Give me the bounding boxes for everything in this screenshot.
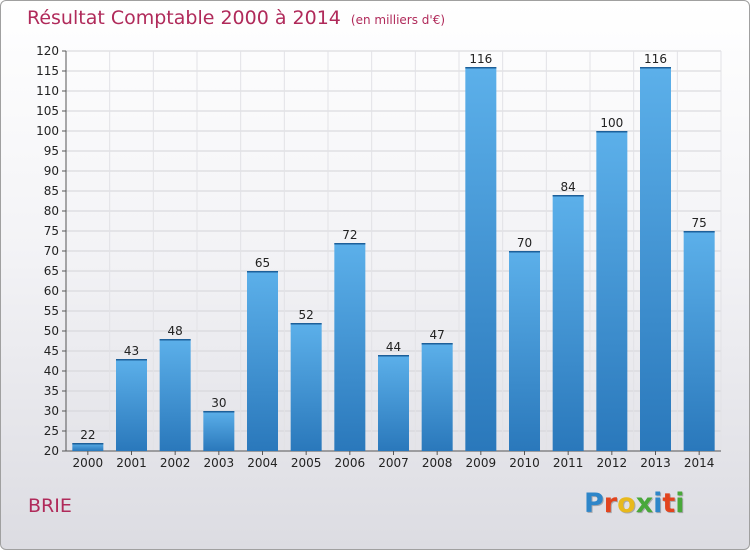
logo-letter: t: [662, 488, 676, 519]
y-tick-label: 30: [44, 404, 59, 418]
data-label: 72: [342, 228, 357, 242]
bar-top-edge: [465, 67, 497, 69]
y-tick-label: 90: [44, 164, 59, 178]
city-name: BRIE: [28, 495, 72, 517]
y-tick-label: 75: [44, 224, 59, 238]
bar-top-edge: [378, 355, 409, 357]
x-tick-label: 2003: [204, 456, 235, 470]
x-tick-label: 2013: [640, 456, 671, 470]
x-tick-label: 2000: [73, 456, 104, 470]
y-tick-label: 70: [44, 244, 59, 258]
x-tick-label: 2009: [466, 456, 497, 470]
logo-letter: o: [617, 488, 636, 519]
x-tick-label: 2005: [291, 456, 322, 470]
y-tick-label: 110: [36, 84, 59, 98]
bars: [72, 67, 715, 451]
bar: [552, 195, 584, 451]
bar: [290, 323, 322, 451]
chart-title-text: Résultat Comptable 2000 à 2014: [27, 7, 341, 29]
y-tick-label: 105: [36, 104, 59, 118]
y-tick-label: 100: [36, 124, 59, 138]
bar-top-edge: [247, 271, 278, 273]
data-label: 22: [80, 428, 95, 442]
y-tick-label: 80: [44, 204, 59, 218]
bar: [465, 67, 497, 451]
bar: [421, 343, 453, 451]
bar-top-edge: [683, 231, 715, 233]
data-label: 44: [386, 340, 401, 354]
x-tick-label: 2001: [116, 456, 147, 470]
logo-letter: P: [584, 488, 604, 519]
y-tick-label: 35: [44, 384, 59, 398]
x-tick-label: 2006: [335, 456, 366, 470]
y-tick-label: 50: [44, 324, 59, 338]
y-tick-label: 85: [44, 184, 59, 198]
y-tick-label: 95: [44, 144, 59, 158]
x-tick-label: 2012: [597, 456, 628, 470]
data-label: 84: [561, 180, 576, 194]
logo-letter: x: [635, 488, 654, 519]
data-label: 116: [469, 52, 492, 66]
data-label: 43: [124, 344, 139, 358]
bar: [159, 339, 191, 451]
chart-title: Résultat Comptable 2000 à 2014 (en millie…: [27, 7, 445, 29]
bar: [683, 231, 715, 451]
bar-top-edge: [290, 323, 322, 325]
bar-top-edge: [72, 443, 104, 445]
bar: [72, 443, 104, 451]
bar-top-edge: [640, 67, 671, 69]
y-tick-label: 55: [44, 304, 59, 318]
bar: [247, 271, 278, 451]
y-tick-label: 25: [44, 424, 59, 438]
bar: [509, 251, 540, 451]
x-tick-label: 2008: [422, 456, 453, 470]
y-tick-label: 115: [36, 64, 59, 78]
data-label: 116: [644, 52, 667, 66]
y-tick-label: 65: [44, 264, 59, 278]
data-label: 100: [600, 116, 623, 130]
bar-top-edge: [421, 343, 453, 345]
data-label: 48: [168, 324, 183, 338]
x-tick-label: 2002: [160, 456, 191, 470]
bar: [203, 411, 235, 451]
bar-top-edge: [509, 251, 540, 253]
y-tick-label: 45: [44, 344, 59, 358]
labels: 20 25 30 35 40 45 50 55 60 65 70 75 80 85 90 95 100 105 11…: [36, 44, 714, 470]
logo-letter: r: [603, 488, 618, 519]
bar-top-edge: [596, 131, 628, 133]
data-label: 65: [255, 256, 270, 270]
bar: [378, 355, 409, 451]
x-tick-label: 2004: [247, 456, 278, 470]
x-tick-label: 2010: [509, 456, 540, 470]
data-label: 47: [430, 328, 445, 342]
y-tick-label: 40: [44, 364, 59, 378]
bar-top-edge: [334, 243, 366, 245]
data-label: 75: [692, 216, 707, 230]
x-tick-label: 2007: [378, 456, 409, 470]
y-tick-label: 20: [44, 444, 59, 458]
data-label: 70: [517, 236, 532, 250]
bar: [640, 67, 671, 451]
logo-letter: i: [653, 488, 663, 519]
bar: [334, 243, 366, 451]
logo-letter: i: [675, 488, 685, 519]
bar: [116, 359, 147, 451]
y-tick-label: 60: [44, 284, 59, 298]
proxiti-logo[interactable]: Proxiti: [584, 488, 685, 519]
x-tick-label: 2011: [553, 456, 584, 470]
bar-top-edge: [159, 339, 191, 341]
data-label: 52: [299, 308, 314, 322]
chart-subtitle: (en milliers d'€): [350, 13, 446, 27]
bar-top-edge: [203, 411, 235, 413]
bar-top-edge: [552, 195, 584, 197]
bar: [596, 131, 628, 451]
x-tick-label: 2014: [684, 456, 715, 470]
data-label: 30: [211, 396, 226, 410]
bar-top-edge: [116, 359, 147, 361]
y-tick-label: 120: [36, 44, 59, 58]
